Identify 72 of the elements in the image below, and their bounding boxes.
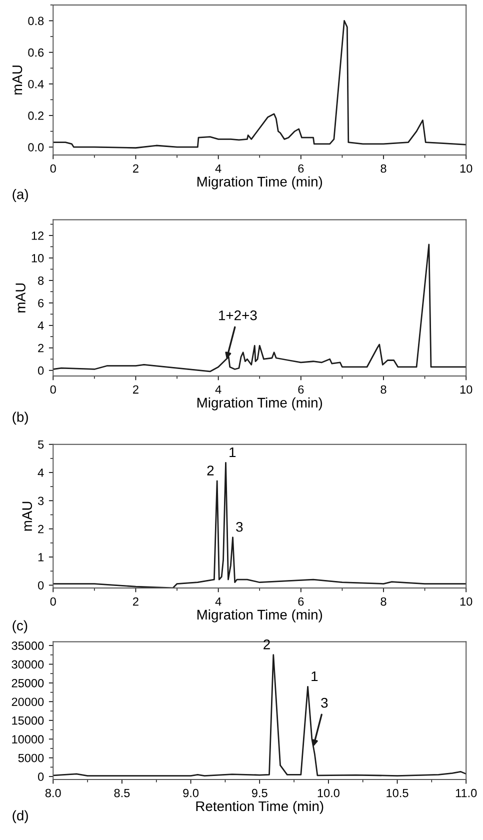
x-tick-label: 10: [460, 164, 472, 173]
x-tick-label: 0: [50, 164, 56, 173]
y-tick-label: 10: [32, 254, 44, 262]
text: (c): [12, 620, 28, 634]
y-tick-label: 6: [38, 298, 44, 308]
annotation: 3: [236, 522, 243, 532]
y-tick-label: 1: [38, 553, 44, 562]
y-tick-label: 0.6: [28, 48, 44, 57]
y-tick-label: 0.2: [28, 112, 44, 120]
annotation: 3: [321, 698, 328, 708]
y-tick-label: 0.0: [28, 143, 44, 152]
y-tick-label: 0: [38, 772, 44, 781]
y-tick-label: 20000: [12, 698, 44, 706]
y-tick-label: 35000: [12, 642, 44, 650]
x-tick-label: 4: [215, 597, 222, 606]
y-tick-label: 4: [38, 468, 44, 477]
x-axis-title: Retention Time (min): [196, 800, 324, 814]
x-tick-label: 11.0: [456, 788, 477, 798]
annotation: 1: [312, 671, 318, 682]
text: (b): [12, 412, 28, 425]
x-tick-label: 2: [133, 164, 138, 173]
x-tick-label: 10: [460, 597, 472, 606]
x-tick-label: 10.0: [318, 788, 340, 798]
x-tick-label: 6: [298, 164, 304, 173]
x-tick-label: 8.0: [45, 788, 61, 798]
y-tick-label: 25000: [12, 678, 44, 688]
x-axis-title: Migration Time (min): [197, 609, 322, 622]
y-tick-label: 10000: [12, 735, 44, 744]
x-tick-label: 8.5: [114, 788, 130, 798]
y-tick-label: 0.8: [28, 16, 44, 26]
line-series: [53, 654, 466, 776]
x-axis-title: Migration Time (min): [197, 176, 322, 190]
y-tick-label: 5: [38, 440, 44, 449]
line-series: [53, 244, 466, 372]
x-tick-label: 2: [133, 385, 138, 394]
x-tick-label: 0: [50, 385, 56, 394]
x-tick-label: 10.5: [386, 788, 408, 798]
text: (d): [12, 810, 28, 824]
x-tick-label: 4: [215, 385, 222, 394]
x-tick-label: 9.0: [183, 788, 199, 798]
y-tick-label: 8: [38, 276, 44, 285]
line-series: [53, 20, 466, 149]
y-tick-label: 4: [38, 322, 44, 330]
y-tick-label: 3: [38, 496, 44, 506]
text: (a): [12, 189, 28, 202]
x-tick-label: 6: [298, 597, 304, 606]
y-tick-label: 0: [38, 581, 44, 590]
x-tick-label: 4: [215, 164, 222, 173]
x-tick-label: 9.5: [252, 788, 268, 798]
y-tick-label: 0.4: [28, 80, 44, 88]
annotation: 2: [207, 466, 214, 476]
y-tick-label: 30000: [12, 660, 44, 669]
annotation: 1+2+3: [219, 310, 257, 320]
x-tick-label: 8: [380, 164, 386, 173]
x-tick-label: 8: [380, 597, 386, 606]
x-tick-label: 10: [460, 385, 472, 394]
y-tick-label: 15000: [12, 716, 44, 725]
y-axis-title: mAU: [16, 284, 26, 312]
y-axis-title: mAU: [12, 66, 22, 94]
y-tick-label: 2: [38, 344, 44, 352]
annotation: 1: [230, 447, 236, 458]
x-tick-label: 0: [50, 597, 56, 606]
y-axis-title: mAU: [22, 502, 32, 531]
x-tick-label: 2: [133, 597, 138, 606]
annotation: 2: [264, 640, 270, 650]
y-tick-label: 12: [32, 232, 44, 240]
y-tick-label: 2: [38, 524, 44, 534]
y-tick-label: 5000: [18, 754, 44, 762]
x-tick-label: 8: [380, 385, 386, 394]
x-axis-title: Migration Time (min): [197, 397, 322, 410]
x-tick-label: 6: [298, 385, 304, 394]
y-tick-label: 0: [38, 366, 44, 375]
